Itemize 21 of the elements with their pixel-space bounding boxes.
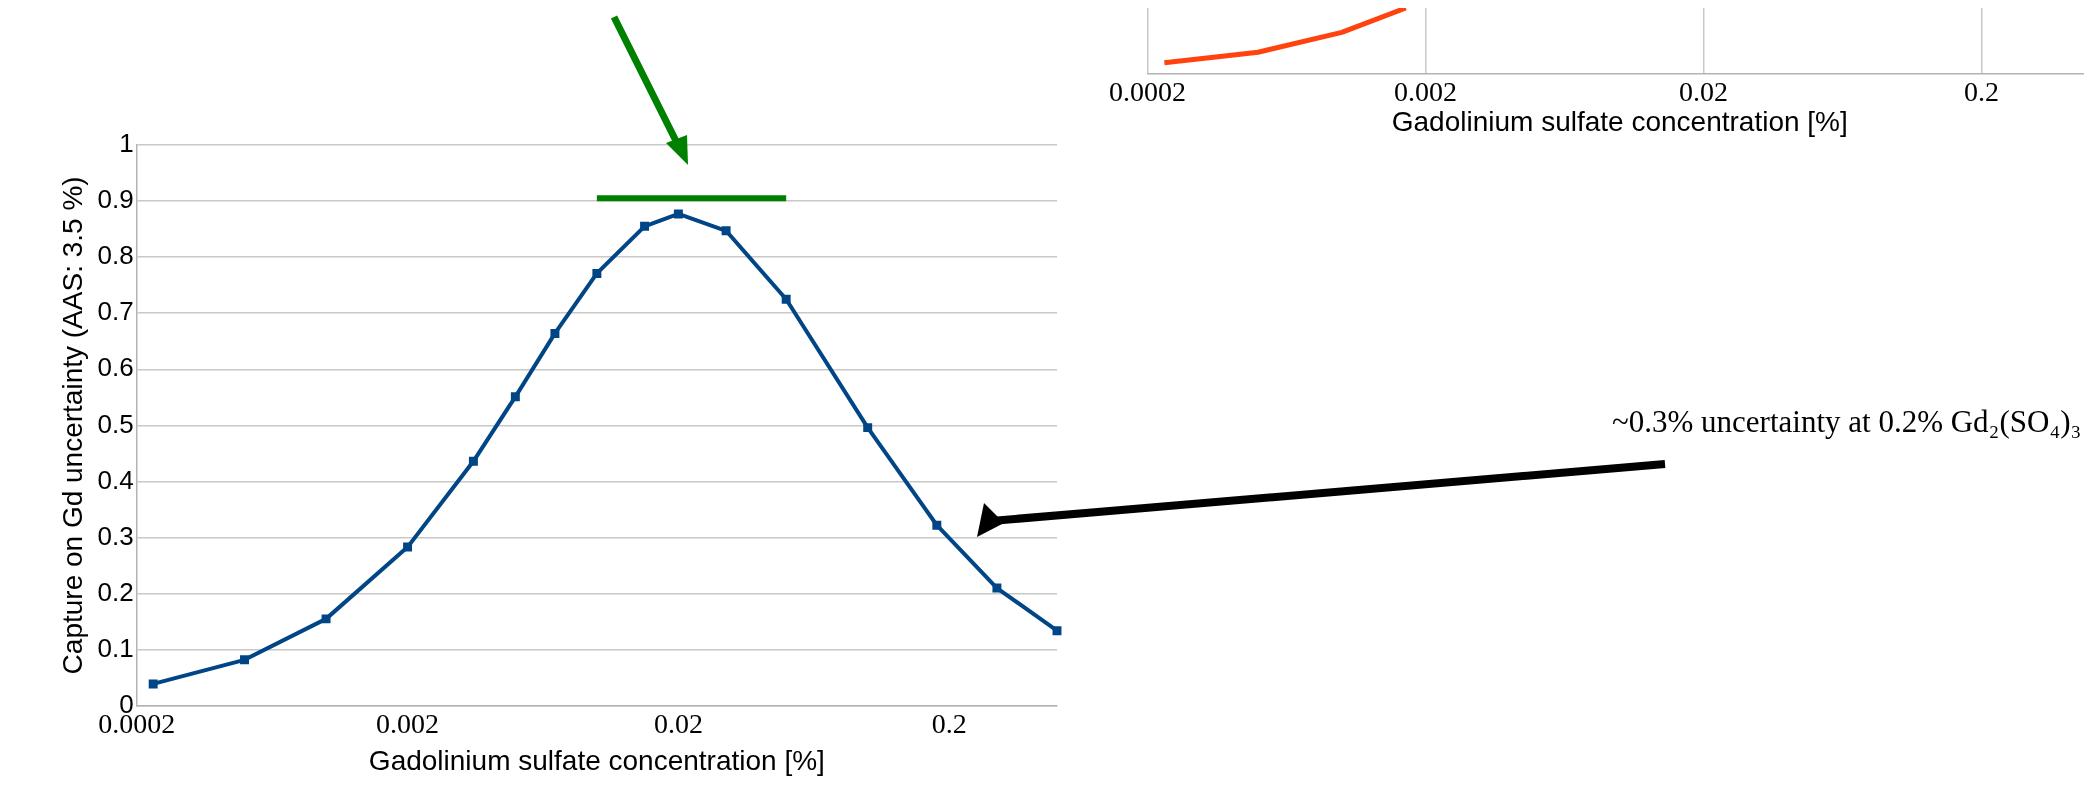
x-axis-title: Gadolinium sulfate concentration [%] <box>368 744 825 776</box>
x-tick-label: 0.2 <box>1963 76 1999 108</box>
y-tick-label: 1 <box>119 128 134 159</box>
y-tick-label: 0.6 <box>97 352 134 383</box>
x-tick-label: 0.2 <box>931 707 967 739</box>
y-tick-label: 0.8 <box>97 240 134 271</box>
x-tick-label: 0.02 <box>1678 76 1728 108</box>
y-tick-label: 0.2 <box>97 576 134 607</box>
y-tick-label: 0.1 <box>97 632 134 663</box>
y-tick-label: 0.9 <box>97 184 134 215</box>
x-tick-label: 0.002 <box>1393 76 1457 108</box>
y-axis-title: Capture on Gd uncertainty (AAS: 3.5 %) <box>56 176 88 675</box>
x-tick-label: 0.0002 <box>1109 76 1186 108</box>
text: ~0.3% uncertainty at 0.2% Gd₂(SO₄)₃ <box>1612 404 2082 440</box>
x-tick-label: 0.002 <box>376 707 440 739</box>
x-axis-title: Gadolinium sulfate concentration [%] <box>1391 105 1848 137</box>
y-tick-label: 0.3 <box>97 520 134 551</box>
y-tick-label: 0.4 <box>97 464 134 495</box>
y-tick-label: 0.7 <box>97 296 134 327</box>
x-tick-label: 0.02 <box>653 707 703 739</box>
y-tick-label: 0.5 <box>97 408 134 439</box>
